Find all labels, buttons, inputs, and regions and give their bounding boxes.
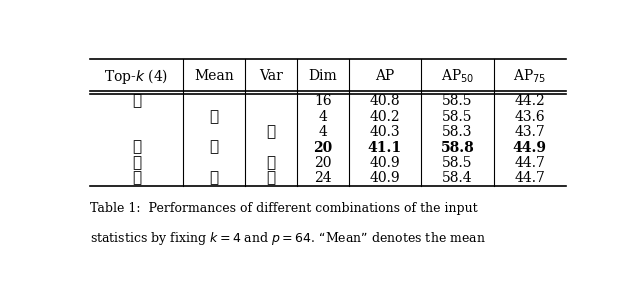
Text: 58.5: 58.5 [442,110,473,124]
Text: Dim: Dim [308,69,337,83]
Text: ✓: ✓ [132,156,141,170]
Text: ✓: ✓ [266,125,276,139]
Text: ✓: ✓ [209,141,219,155]
Text: 58.5: 58.5 [442,94,473,108]
Text: ✓: ✓ [132,94,141,108]
Text: ✓: ✓ [132,141,141,155]
Text: 4: 4 [318,125,327,139]
Text: 24: 24 [314,171,332,185]
Text: 40.2: 40.2 [370,110,400,124]
Text: ✓: ✓ [266,171,276,185]
Text: 44.7: 44.7 [515,171,545,185]
Text: Top-$k$ (4): Top-$k$ (4) [104,67,168,86]
Text: AP$_{75}$: AP$_{75}$ [513,68,547,85]
Text: 43.6: 43.6 [515,110,545,124]
Text: 43.7: 43.7 [515,125,545,139]
Text: 44.7: 44.7 [515,156,545,170]
Text: ✓: ✓ [132,171,141,185]
Text: 16: 16 [314,94,332,108]
Text: 40.9: 40.9 [370,171,400,185]
Text: 58.5: 58.5 [442,156,473,170]
Text: 41.1: 41.1 [368,141,402,155]
Text: ✓: ✓ [209,171,219,185]
Text: 58.4: 58.4 [442,171,473,185]
Text: AP: AP [375,69,394,83]
Text: 58.8: 58.8 [440,141,474,155]
Text: Table 1:  Performances of different combinations of the input: Table 1: Performances of different combi… [90,202,477,215]
Text: 44.2: 44.2 [515,94,545,108]
Text: 40.9: 40.9 [370,156,400,170]
Text: 40.8: 40.8 [370,94,400,108]
Text: 40.3: 40.3 [370,125,400,139]
Text: ✓: ✓ [209,110,219,124]
Text: 44.9: 44.9 [513,141,547,155]
Text: 20: 20 [314,156,332,170]
Text: 58.3: 58.3 [442,125,473,139]
Text: 20: 20 [313,141,332,155]
Text: statistics by fixing $k = 4$ and $p = 64$. “Mean” denotes the mean: statistics by fixing $k = 4$ and $p = 64… [90,230,486,247]
Text: ✓: ✓ [266,156,276,170]
Text: Var: Var [259,69,283,83]
Text: AP$_{50}$: AP$_{50}$ [441,68,474,85]
Text: Mean: Mean [195,69,234,83]
Text: 4: 4 [318,110,327,124]
